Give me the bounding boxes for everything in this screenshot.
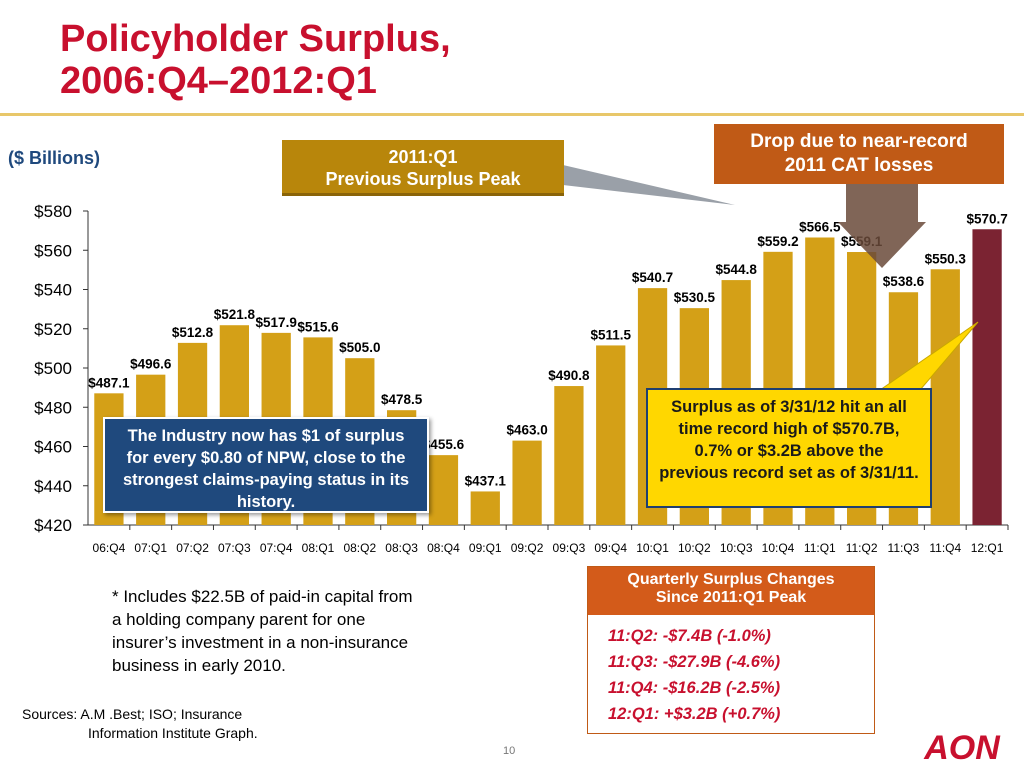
data-label: $515.6 (297, 319, 339, 334)
x-tick-label: 12:Q1 (971, 541, 1004, 555)
bar (512, 440, 542, 525)
change-item: 12:Q1: +$3.2B (+0.7%) (608, 705, 781, 723)
x-tick-label: 10:Q4 (762, 541, 795, 555)
title-line-1: Policyholder Surplus, (60, 18, 451, 60)
title-line-2: 2006:Q4–2012:Q1 (60, 60, 377, 102)
x-tick-label: 10:Q1 (636, 541, 669, 555)
peak-callout-pointer (563, 165, 735, 205)
y-tick-label: $420 (34, 516, 72, 535)
data-label: $505.0 (339, 340, 380, 355)
x-tick-label: 07:Q1 (134, 541, 167, 555)
data-label: $530.5 (674, 290, 716, 305)
x-tick-label: 07:Q4 (260, 541, 293, 555)
quarterly-changes-box: Quarterly Surplus Changes Since 2011:Q1 … (587, 566, 875, 734)
aon-logo: AON (923, 729, 1001, 763)
x-tick-label: 10:Q3 (720, 541, 753, 555)
data-label: $559.2 (757, 234, 798, 249)
data-label: $478.5 (381, 392, 423, 407)
changes-header-line-2: Since 2011:Q1 Peak (655, 589, 807, 606)
x-tick-label: 09:Q3 (553, 541, 586, 555)
data-label: $566.5 (799, 219, 841, 234)
data-label: $538.6 (883, 274, 925, 289)
data-label: $463.0 (506, 423, 547, 438)
change-item: 11:Q2: -$7.4B (-1.0%) (608, 627, 771, 645)
cat-losses-arrow (838, 184, 926, 268)
industry-callout: The Industry now has $1 of surplus for e… (103, 417, 429, 513)
cat-losses-callout: Drop due to near-record 2011 CAT losses (714, 124, 1004, 184)
x-tick-label: 08:Q4 (427, 541, 460, 555)
units-label: ($ Billions) (8, 148, 101, 168)
y-tick-label: $500 (34, 359, 72, 378)
x-tick-label: 11:Q2 (846, 541, 878, 555)
data-label: $437.1 (465, 473, 507, 488)
y-tick-label: $480 (34, 398, 72, 417)
x-tick-label: 06:Q4 (93, 541, 126, 555)
data-label: $455.6 (423, 437, 465, 452)
x-tick-label: 09:Q2 (511, 541, 544, 555)
page-title: Policyholder Surplus, 2006:Q4–2012:Q1 (60, 18, 451, 102)
x-tick-label: 08:Q3 (385, 541, 418, 555)
data-label: $570.7 (966, 211, 1007, 226)
bar (930, 269, 960, 525)
bar (596, 345, 626, 525)
peak-line-2: Previous Surplus Peak (325, 169, 521, 189)
data-label: $550.3 (925, 251, 967, 266)
quarterly-changes-header: Quarterly Surplus Changes Since 2011:Q1 … (588, 567, 874, 615)
data-label: $490.8 (548, 368, 590, 383)
x-tick-label: 11:Q4 (929, 541, 961, 555)
x-tick-label: 08:Q1 (302, 541, 335, 555)
data-label: $540.7 (632, 270, 673, 285)
sources: Sources: A.M .Best; ISO; Insurance Infor… (22, 705, 292, 743)
x-tick-label: 09:Q4 (594, 541, 627, 555)
data-label: $521.8 (214, 307, 256, 322)
x-tick-label: 11:Q3 (888, 541, 920, 555)
data-label: $544.8 (716, 262, 758, 277)
title-divider (0, 113, 1024, 116)
bar (470, 491, 500, 525)
previous-peak-callout: 2011:Q1 Previous Surplus Peak (282, 140, 564, 196)
x-tick-label: 10:Q2 (678, 541, 711, 555)
bar (972, 229, 1002, 525)
sources-line-2: Information Institute Graph. (88, 725, 258, 741)
record-high-callout: Surplus as of 3/31/12 hit an all time re… (646, 388, 932, 508)
change-item: 11:Q3: -$27.9B (-4.6%) (608, 653, 781, 671)
drop-line-1: Drop due to near-record (750, 131, 968, 152)
x-tick-label: 11:Q1 (804, 541, 836, 555)
x-tick-label: 07:Q3 (218, 541, 251, 555)
logo-text: AON (923, 729, 1001, 763)
change-item: 11:Q4: -$16.2B (-2.5%) (608, 679, 781, 697)
footnote: * Includes $22.5B of paid-in capital fro… (112, 587, 413, 675)
x-tick-label: 08:Q2 (343, 541, 376, 555)
y-tick-label: $460 (34, 438, 72, 457)
x-tick-label: 09:Q1 (469, 541, 502, 555)
data-label: $487.1 (88, 375, 130, 390)
y-tick-label: $540 (34, 281, 72, 300)
page-number: 10 (503, 745, 516, 757)
drop-line-2: 2011 CAT losses (784, 155, 934, 176)
sources-line-1: Sources: A.M .Best; ISO; Insurance (22, 706, 243, 722)
data-label: $517.9 (256, 315, 297, 330)
data-label: $512.8 (172, 325, 214, 340)
changes-header-line-1: Quarterly Surplus Changes (627, 571, 835, 588)
y-tick-label: $560 (34, 241, 72, 260)
data-label: $511.5 (590, 327, 631, 342)
y-tick-label: $580 (34, 202, 72, 221)
y-tick-label: $520 (34, 320, 72, 339)
bar (554, 386, 584, 525)
bar (428, 455, 459, 525)
x-tick-label: 07:Q2 (176, 541, 209, 555)
y-tick-label: $440 (34, 477, 72, 496)
data-label: $496.6 (130, 357, 172, 372)
quarterly-changes-list: 11:Q2: -$7.4B (-1.0%) 11:Q3: -$27.9B (-4… (588, 615, 874, 727)
peak-line-1: 2011:Q1 (388, 147, 458, 167)
